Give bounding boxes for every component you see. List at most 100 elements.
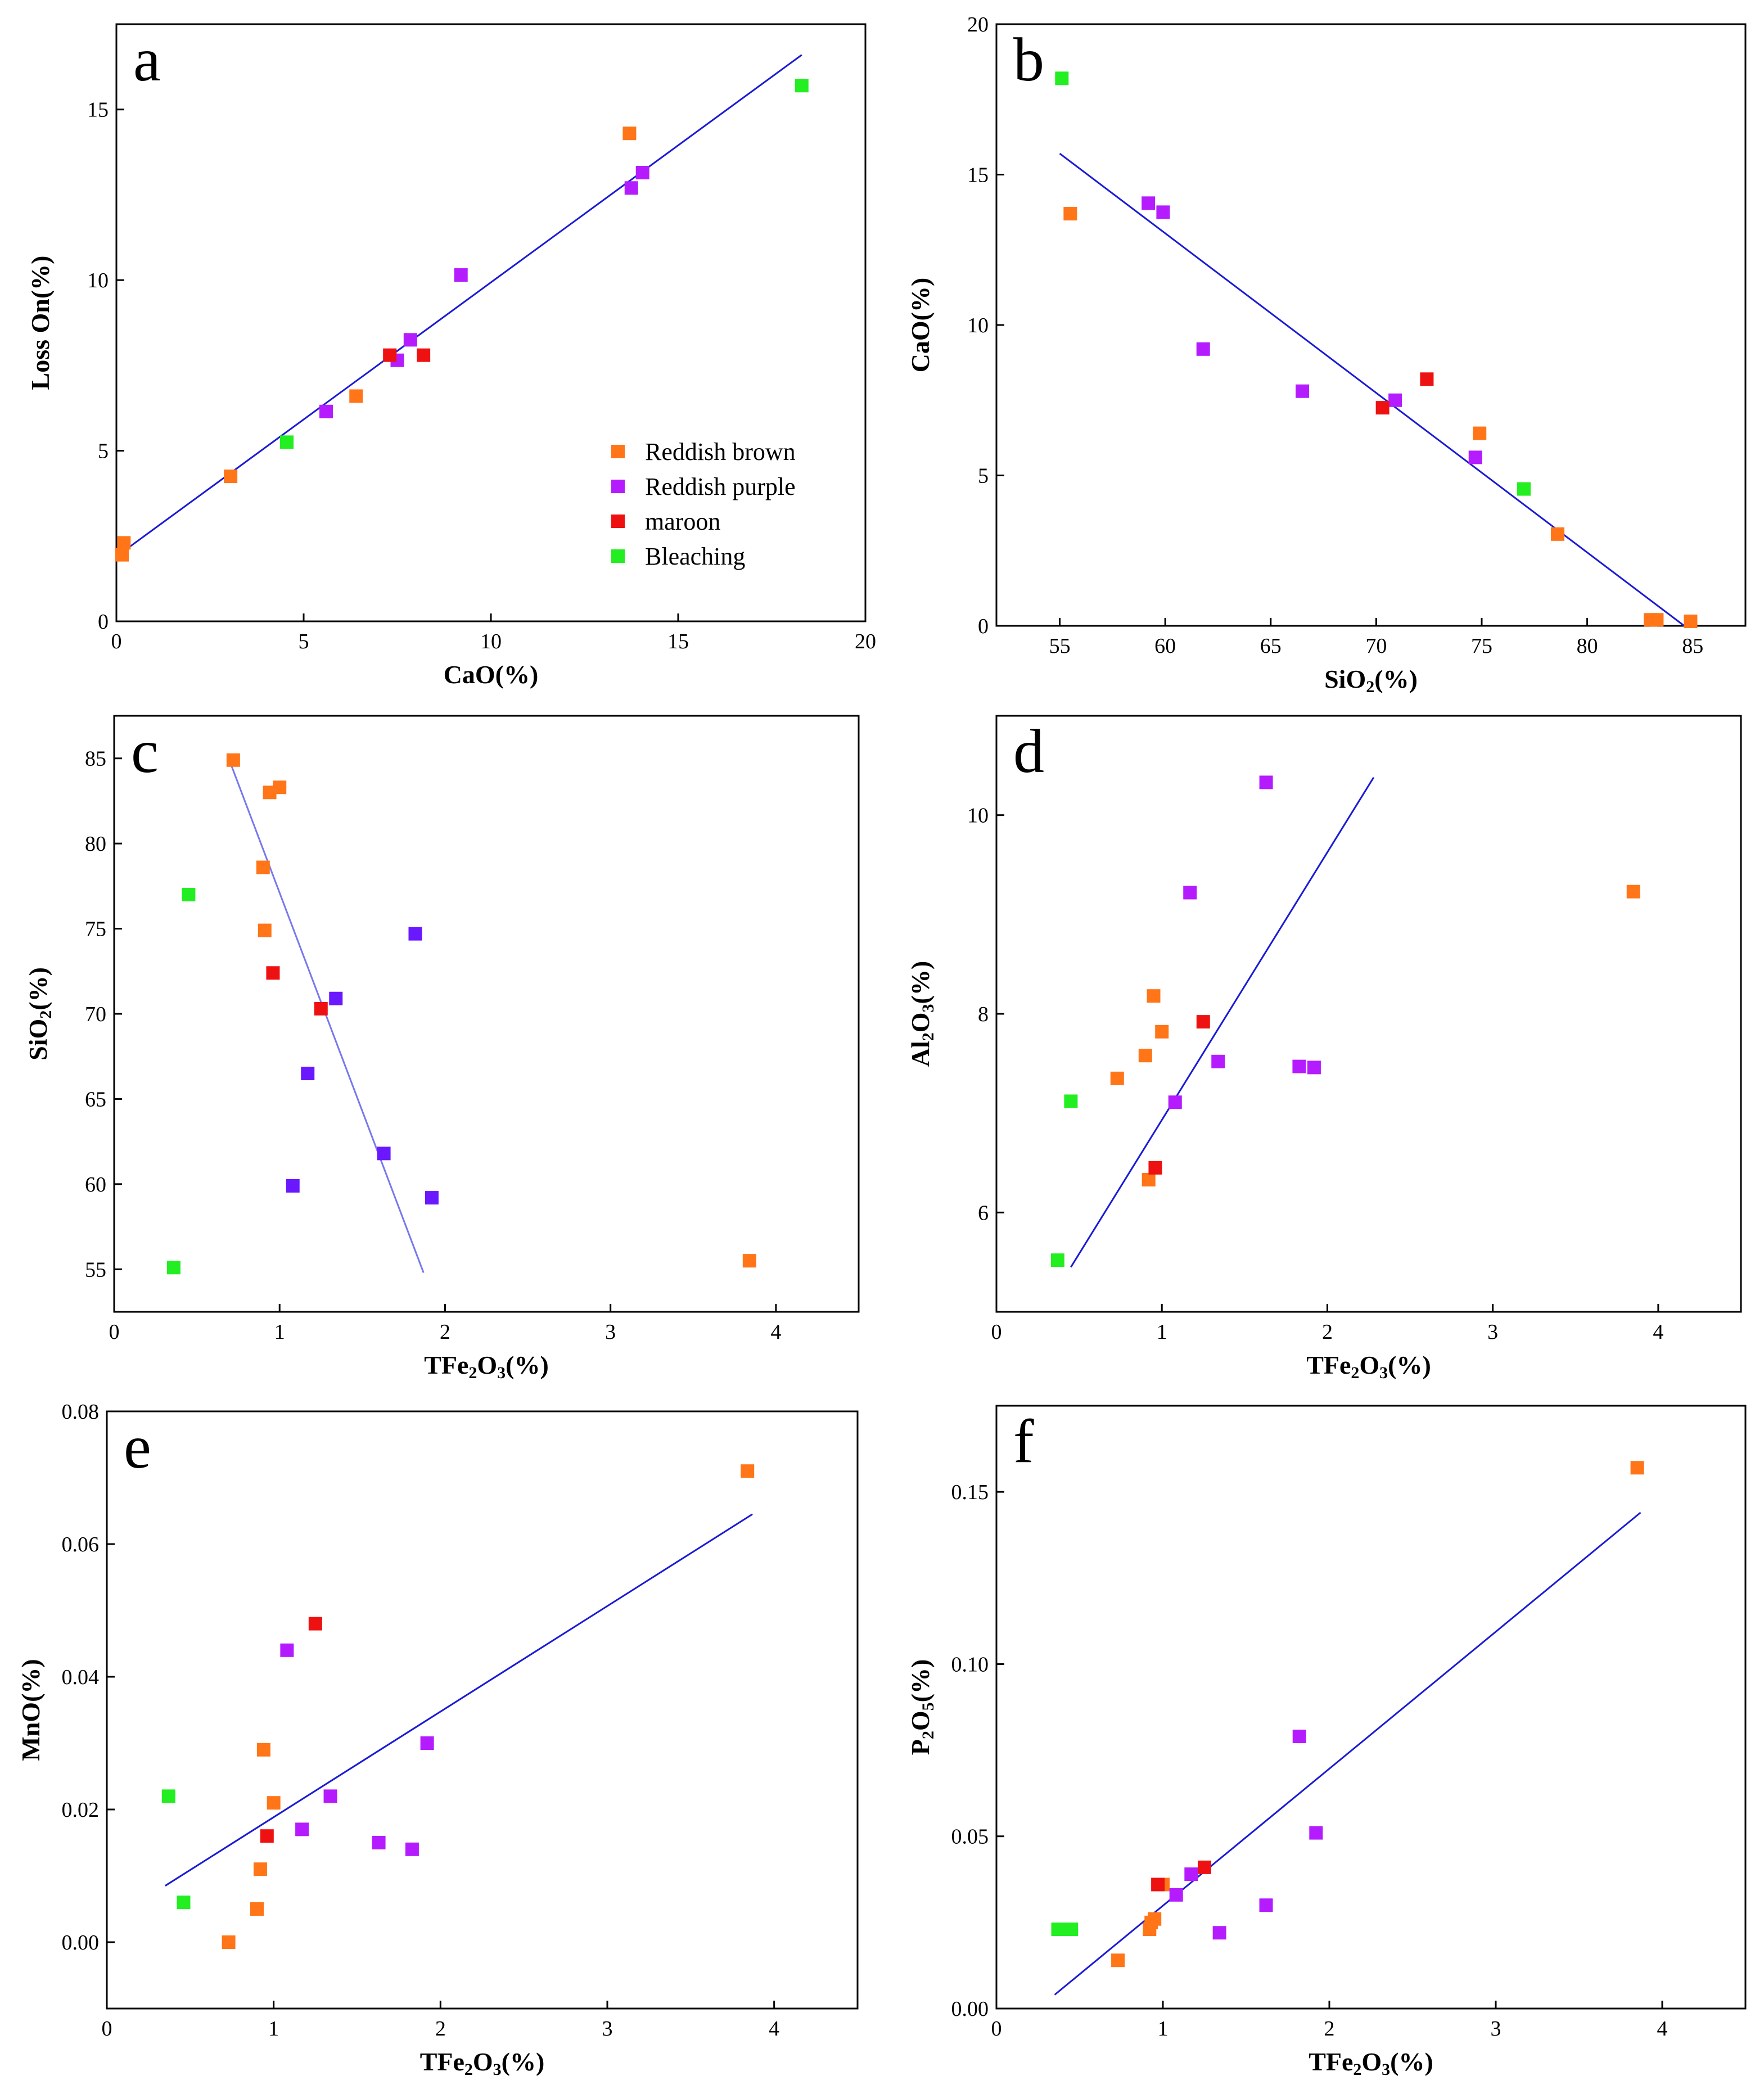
panel-letter: c [131,717,159,786]
y-tick-label: 8 [978,1003,989,1026]
y-tick-label: 0.00 [62,1931,100,1955]
series-reddish-brown [1110,884,1640,1187]
data-point [250,1902,264,1916]
data-point [1196,1015,1210,1029]
data-point [314,1001,328,1016]
data-point [222,1935,236,1949]
x-tick-label: 10 [480,630,502,653]
data-point [226,753,240,767]
y-tick-label: 0.04 [62,1666,100,1689]
x-tick-label: 75 [1471,634,1492,658]
data-point [1259,775,1273,789]
data-point [1212,1926,1226,1940]
data-point [1050,1253,1064,1267]
series-maroon [266,966,328,1016]
data-point [1420,372,1434,386]
y-tick-label: 10 [967,314,989,337]
x-tick-label: 3 [1487,1320,1498,1344]
x-tick-label: 20 [855,630,876,653]
series-reddish-purple [286,927,439,1205]
data-point [454,268,468,282]
series-reddish-brown [226,753,756,1268]
fit-line [1070,777,1375,1268]
data-point [1388,393,1402,407]
series-reddish-brown [1111,1461,1644,1967]
series-maroon [1151,1860,1211,1892]
y-tick-label: 10 [967,804,989,828]
data-point [1375,401,1389,415]
data-point [624,181,638,195]
x-tick-label: 4 [770,1320,781,1344]
data-point [1292,1059,1306,1073]
data-point [417,348,431,362]
data-point [319,404,333,418]
data-point [1184,1867,1198,1881]
data-point [1148,1161,1162,1175]
data-point [408,927,422,941]
data-point [1517,482,1531,496]
data-point [1307,1060,1321,1075]
x-tick-label: 60 [1154,634,1176,658]
legend-label: Bleaching [645,543,745,570]
data-point [260,1829,274,1843]
y-tick-label: 0 [978,615,989,638]
data-point [166,1261,181,1275]
data-point [1169,1888,1183,1902]
data-point [741,1464,755,1478]
y-tick-label: 20 [967,13,989,37]
x-tick-label: 85 [1682,634,1703,658]
x-axis-label: TFe2O3(%) [1309,2047,1433,2079]
y-tick-label: 0.06 [62,1533,100,1556]
data-point [266,966,280,980]
data-point [1198,1860,1211,1874]
y-tick-label: 65 [85,1087,106,1111]
legend-swatch [611,480,625,493]
series-reddish-brown [1063,207,1698,628]
data-point [329,991,343,1005]
x-tick-label: 4 [769,2017,779,2041]
data-point [1684,614,1698,628]
x-axis-label: TFe2O3(%) [1306,1351,1431,1382]
panel-letter: e [124,1412,151,1481]
series-maroon [383,348,431,362]
data-point [1142,196,1156,210]
data-point [635,165,649,179]
data-point [420,1736,434,1750]
data-point [372,1836,386,1849]
fit-line [1059,152,1685,627]
x-tick-label: 15 [667,630,689,653]
x-tick-label: 3 [605,1320,616,1344]
data-point [253,1862,267,1876]
data-point [1064,1922,1079,1937]
data-point [1055,71,1069,85]
series-maroon [1375,372,1434,415]
x-axis-label: SiO2(%) [1324,665,1418,696]
data-point [256,1743,270,1757]
data-point [1626,884,1640,899]
y-axis-label: Al2O3(%) [906,961,937,1067]
x-tick-label: 0 [109,1320,120,1344]
data-point [1551,527,1565,541]
x-tick-label: 1 [1157,1320,1167,1344]
x-tick-label: 5 [299,630,309,653]
y-axis-label: MnO(%) [16,1659,45,1761]
data-point [280,1643,294,1657]
legend-label: maroon [645,508,720,535]
legend-swatch [611,549,625,563]
y-tick-label: 5 [978,464,989,488]
panel-letter: f [1013,1407,1034,1475]
y-tick-label: 0.02 [62,1798,100,1822]
y-tick-label: 5 [98,440,109,463]
data-point [267,1796,281,1810]
data-point [1151,1878,1165,1892]
data-point [1155,1025,1169,1039]
data-point [280,435,294,449]
data-point [795,79,809,93]
panel-a: 0 5 10 15 20 0 5 10 15 CaO(%) Loss On(%) a Reddish b… [26,23,876,689]
y-axis-label: P2O5(%) [906,1659,937,1755]
x-tick-label: 80 [1577,634,1598,658]
data-point [1259,1898,1273,1912]
y-tick-label: 80 [85,832,106,856]
x-tick-label: 4 [1653,1320,1663,1344]
data-point [1211,1054,1225,1068]
